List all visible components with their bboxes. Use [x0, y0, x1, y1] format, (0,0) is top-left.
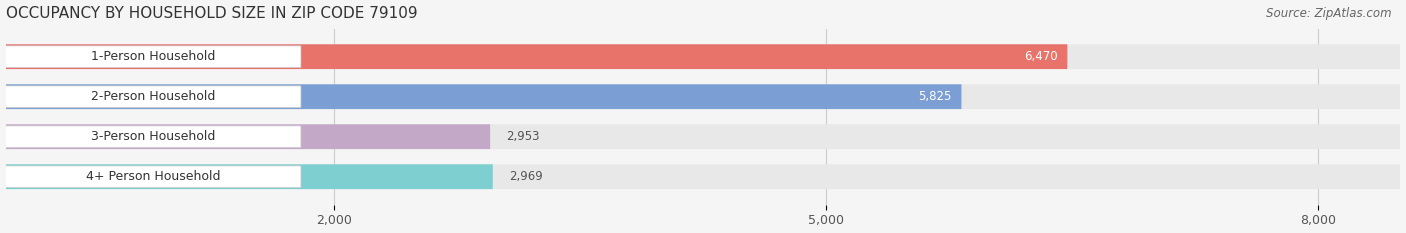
Text: 6,470: 6,470 [1024, 50, 1057, 63]
FancyBboxPatch shape [6, 166, 301, 188]
FancyBboxPatch shape [6, 44, 1067, 69]
Text: 1-Person Household: 1-Person Household [91, 50, 215, 63]
Text: 4+ Person Household: 4+ Person Household [86, 170, 221, 183]
Text: 2,953: 2,953 [506, 130, 540, 143]
Text: OCCUPANCY BY HOUSEHOLD SIZE IN ZIP CODE 79109: OCCUPANCY BY HOUSEHOLD SIZE IN ZIP CODE … [6, 6, 418, 21]
FancyBboxPatch shape [6, 126, 301, 147]
Text: 2-Person Household: 2-Person Household [91, 90, 215, 103]
FancyBboxPatch shape [6, 46, 301, 68]
FancyBboxPatch shape [6, 164, 1400, 189]
Text: 2,969: 2,969 [509, 170, 543, 183]
FancyBboxPatch shape [6, 44, 1400, 69]
FancyBboxPatch shape [6, 86, 301, 107]
FancyBboxPatch shape [6, 124, 1400, 149]
FancyBboxPatch shape [6, 164, 492, 189]
Text: Source: ZipAtlas.com: Source: ZipAtlas.com [1267, 7, 1392, 20]
FancyBboxPatch shape [6, 84, 1400, 109]
Text: 5,825: 5,825 [918, 90, 952, 103]
FancyBboxPatch shape [6, 84, 962, 109]
Text: 3-Person Household: 3-Person Household [91, 130, 215, 143]
FancyBboxPatch shape [6, 124, 491, 149]
